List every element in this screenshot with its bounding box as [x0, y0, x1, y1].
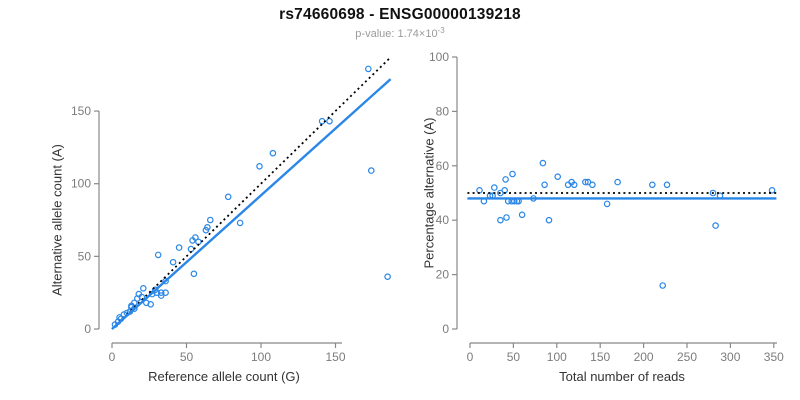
data-point — [554, 173, 562, 181]
data-point — [539, 159, 547, 167]
x-tick-label: 300 — [720, 350, 740, 364]
data-point — [162, 277, 169, 285]
data-point — [659, 282, 667, 289]
y-tick-label: 20 — [436, 268, 450, 282]
data-point — [384, 273, 391, 281]
data-point — [157, 289, 165, 297]
data-point — [326, 117, 333, 125]
data-point — [712, 222, 719, 229]
data-point — [709, 189, 717, 197]
data-point — [545, 216, 553, 224]
data-point — [518, 211, 526, 219]
data-point — [614, 178, 621, 186]
left-x-axis-label: Reference allele count (G) — [148, 369, 300, 384]
data-point — [224, 193, 232, 201]
data-point — [502, 176, 509, 183]
x-tick-label: 200 — [634, 350, 654, 364]
right-y-axis-label: Percentage alternative (A) — [421, 117, 437, 269]
y-tick-label: 100 — [429, 50, 449, 64]
data-point — [207, 216, 214, 224]
data-point — [603, 200, 611, 208]
left-identity-line — [111, 56, 392, 330]
y-tick-label: 80 — [436, 104, 450, 118]
data-point — [497, 216, 504, 224]
x-tick-label: 350 — [764, 350, 784, 364]
left-y-axis-label: Alternative allele count (A) — [49, 144, 65, 296]
x-tick-label: 250 — [677, 350, 697, 364]
data-point — [204, 224, 211, 231]
data-point — [648, 181, 656, 189]
x-tick-label: 0 — [467, 350, 474, 364]
y-tick-label: 100 — [71, 177, 91, 191]
data-point — [663, 181, 671, 189]
data-point — [236, 219, 244, 227]
data-point — [157, 292, 165, 299]
y-tick-label: 50 — [78, 249, 92, 263]
data-point — [192, 234, 199, 241]
pvalue-text: p-value: 1.74×10 — [355, 28, 438, 40]
chart-subtitle: p-value: 1.74×10-3 — [0, 26, 800, 40]
y-tick-label: 0 — [84, 322, 91, 336]
data-point — [256, 163, 263, 170]
x-tick-label: 150 — [325, 350, 345, 364]
data-point — [589, 181, 596, 189]
x-tick-label: 150 — [590, 350, 610, 364]
data-point — [131, 299, 138, 307]
data-point — [582, 178, 589, 186]
y-tick-label: 40 — [436, 213, 450, 227]
data-point — [175, 244, 183, 251]
data-point — [490, 184, 498, 191]
x-tick-label: 50 — [180, 350, 194, 364]
data-point — [570, 181, 578, 189]
left-fit-line — [111, 78, 392, 330]
x-tick-label: 100 — [547, 350, 567, 364]
data-point — [169, 258, 177, 266]
data-point — [364, 65, 372, 73]
data-point — [190, 270, 198, 278]
right-x-axis-label: Total number of reads — [559, 369, 685, 384]
y-tick-label: 60 — [436, 159, 450, 173]
data-point — [367, 167, 375, 174]
data-point — [154, 251, 162, 259]
x-tick-label: 50 — [507, 350, 521, 364]
data-point — [541, 181, 548, 189]
data-point — [768, 187, 776, 194]
right-plot: 0 50 100 150 200 250 300 350 0 20 40 60 80 100 — [429, 50, 784, 364]
y-tick-label: 150 — [71, 104, 91, 118]
data-point — [116, 314, 123, 321]
data-point — [503, 214, 510, 221]
pvalue-exponent: -3 — [437, 26, 445, 35]
data-point — [269, 149, 277, 157]
chart-title: rs74660698 - ENSG00000139218 — [279, 6, 521, 23]
left-plot: 0 50 100 150 0 50 100 150 — [71, 56, 392, 364]
x-tick-label: 100 — [251, 350, 271, 364]
data-point — [162, 289, 169, 297]
data-point — [147, 300, 155, 308]
data-point — [140, 284, 147, 292]
data-point — [509, 170, 516, 178]
y-tick-label: 0 — [442, 322, 449, 336]
x-tick-label: 0 — [109, 350, 116, 364]
